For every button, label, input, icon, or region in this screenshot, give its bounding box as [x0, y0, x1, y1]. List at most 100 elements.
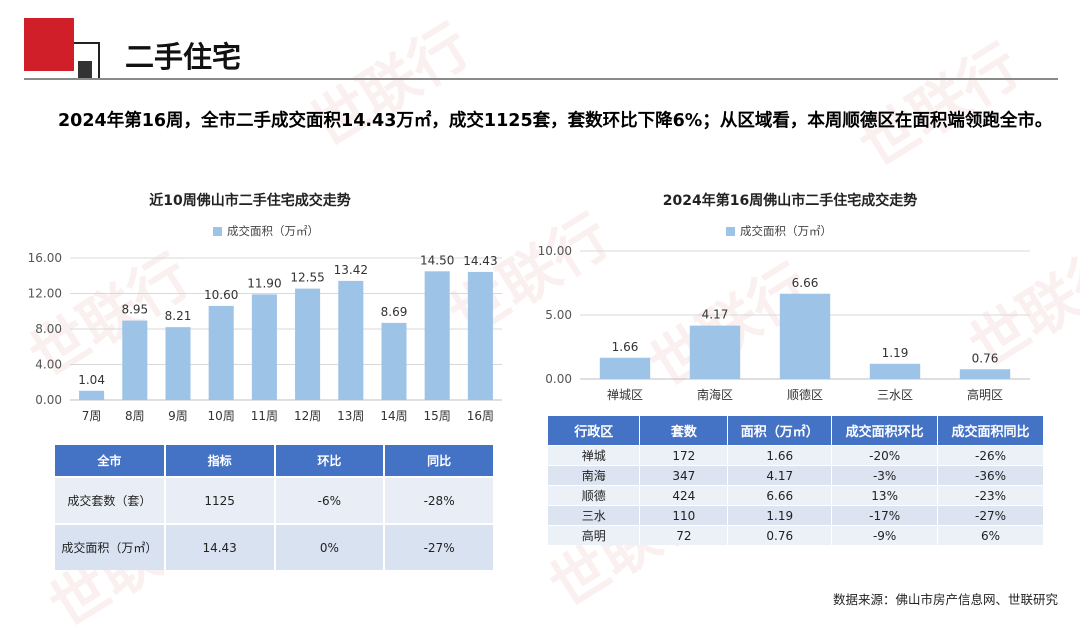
table1-cell: 成交套数（套） [55, 476, 166, 524]
table2-cell: 南海 [548, 465, 641, 486]
table1-cell: 14.43 [164, 523, 276, 570]
x-tick-label: 三水区 [877, 388, 913, 402]
page-title: 二手住宅 [125, 40, 242, 74]
summary-text: 2024年第16周，全市二手成交面积14.43万㎡，成交1125套，套数环比下降… [58, 111, 1053, 131]
table2-cell: -36% [937, 465, 1044, 486]
table2-cell: -23% [937, 485, 1044, 506]
data-label: 8.95 [121, 303, 148, 317]
chart1: 成交面积（万㎡） 0.00 4.00 8.00 12.00 16.00 1.04 7周 8.95… [28, 224, 502, 423]
table2-header-cell: 成交面积环比 [831, 416, 939, 446]
table1-cell: -28% [384, 476, 495, 524]
x-tick-label: 12周 [294, 409, 321, 423]
table2-cell: 1.66 [727, 445, 833, 466]
data-label: 0.76 [972, 351, 999, 365]
table2-cell: 高明 [548, 525, 641, 545]
table2-cell: 顺德 [548, 485, 641, 506]
x-tick-label: 16周 [467, 409, 494, 423]
table2-header-cell: 行政区 [548, 416, 641, 446]
table1-cell: 0% [274, 523, 386, 570]
x-tick-label: 顺德区 [787, 387, 823, 402]
x-tick-label: 7周 [82, 409, 102, 423]
data-label: 8.69 [381, 305, 408, 319]
x-tick-label: 禅城区 [607, 388, 643, 402]
bar [467, 271, 493, 400]
table2-cell: 72 [639, 525, 729, 545]
table-row: 禅城 172 1.66 -20% -26% [548, 445, 1044, 466]
table2-cell: -27% [937, 505, 1044, 526]
data-label: 6.66 [792, 276, 819, 290]
bar [338, 280, 364, 400]
table2-header-cell: 面积（万㎡） [727, 416, 833, 446]
y-tick-label: 5.00 [545, 308, 572, 322]
table-row: 高明 72 0.76 -9% 6% [548, 525, 1044, 545]
table2-cell: 347 [639, 465, 729, 486]
legend-swatch [726, 227, 735, 236]
y-tick-label: 16.00 [28, 251, 62, 265]
table1-header-cell: 同比 [384, 445, 495, 477]
bar [599, 357, 651, 379]
data-label: 1.04 [78, 373, 105, 387]
watermark-text: 世联行 [847, 31, 1032, 182]
bar [381, 322, 407, 400]
table-row: 南海 347 4.17 -3% -36% [548, 465, 1044, 486]
y-tick-label: 0.00 [35, 393, 62, 407]
title-accent-square [78, 61, 92, 80]
bar [165, 327, 191, 400]
bar [959, 369, 1011, 379]
table2-cell: 13% [831, 485, 939, 506]
data-label: 1.66 [612, 340, 639, 354]
watermark-text: 世联行 [297, 11, 482, 162]
y-tick-label: 10.00 [538, 244, 572, 258]
data-label: 4.17 [702, 308, 729, 322]
table-row: 成交套数（套） 1125 -6% -28% [55, 476, 495, 524]
table2-cell: -9% [831, 525, 939, 545]
bar [779, 293, 831, 379]
table1-header-cell: 环比 [274, 445, 386, 477]
title-divider [24, 78, 1058, 80]
x-tick-label: 南海区 [697, 387, 733, 402]
table1-cell: -6% [274, 476, 386, 524]
x-tick-label: 11周 [251, 409, 278, 423]
y-tick-label: 4.00 [35, 358, 62, 372]
legend-label: 成交面积（万㎡） [227, 224, 319, 238]
title-accent-block [24, 18, 74, 71]
table2-cell: 172 [639, 445, 729, 466]
table2-cell: -3% [831, 465, 939, 486]
data-label: 14.43 [463, 254, 497, 268]
table1-header-cell: 全市 [55, 445, 166, 477]
table2-cell: 禅城 [548, 445, 641, 466]
table2-header-cell: 成交面积同比 [937, 416, 1044, 446]
table2-cell: -20% [831, 445, 939, 466]
x-tick-label: 13周 [337, 409, 364, 423]
district-table: 行政区 套数 面积（万㎡） 成交面积环比 成交面积同比 禅城 172 1.66 … [548, 416, 1044, 545]
bar [424, 271, 450, 400]
chart2: 成交面积（万㎡） 0.00 5.00 10.00 1.66 禅城区 4.17 南海区 6.66 顺… [538, 224, 1030, 402]
bar [79, 390, 105, 400]
table2-cell: -17% [831, 505, 939, 526]
table1-cell: 1125 [164, 476, 276, 524]
table2-cell: 1.19 [727, 505, 833, 526]
table2-cell: -26% [937, 445, 1044, 466]
data-label: 10.60 [204, 288, 238, 302]
table2-cell: 6.66 [727, 485, 833, 506]
bar [122, 320, 148, 400]
x-tick-label: 9周 [168, 409, 188, 423]
x-tick-label: 高明区 [967, 387, 1003, 402]
table-row: 成交面积（万㎡） 14.43 0% -27% [55, 523, 495, 570]
y-tick-label: 12.00 [28, 287, 62, 301]
data-label: 14.50 [420, 253, 454, 267]
table2-cell: 三水 [548, 505, 641, 526]
legend-label: 成交面积（万㎡） [740, 224, 832, 238]
city-summary-table: 全市 指标 环比 同比 成交套数（套） 1125 -6% -28% 成交面积（万… [55, 445, 495, 570]
data-label: 12.55 [290, 271, 324, 285]
data-label: 8.21 [165, 309, 192, 323]
table2-cell: 0.76 [727, 525, 833, 545]
data-label: 1.19 [882, 346, 909, 360]
table2-cell: 6% [937, 525, 1044, 545]
y-tick-label: 0.00 [545, 372, 572, 386]
y-tick-label: 8.00 [35, 322, 62, 336]
chart2-title: 2024年第16周佛山市二手住宅成交走势 [662, 193, 918, 209]
x-tick-label: 10周 [208, 409, 235, 423]
data-label: 13.42 [334, 263, 368, 277]
legend-swatch [213, 227, 222, 236]
